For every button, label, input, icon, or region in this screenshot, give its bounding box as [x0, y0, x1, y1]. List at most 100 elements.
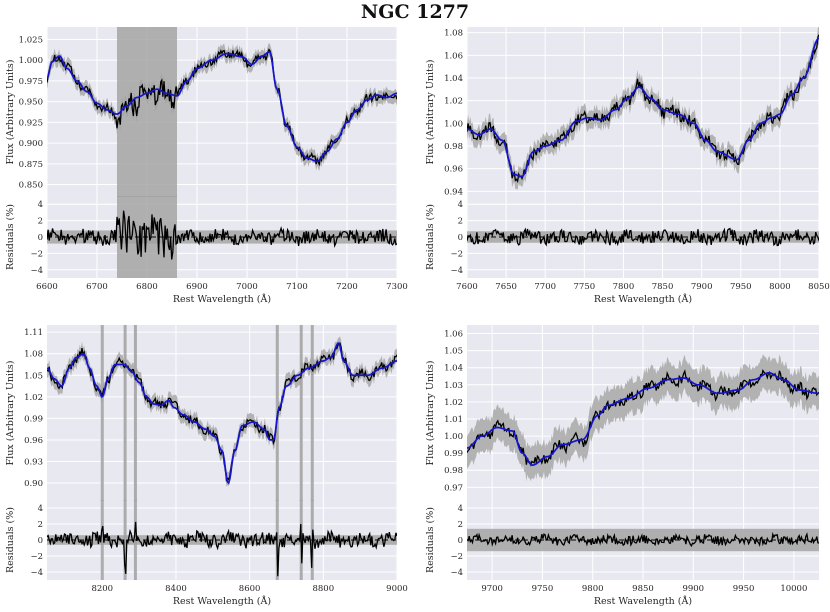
panel-p2: 7600 7650 7700 7750 7800 7850 7900 7950 8000 8050…	[425, 27, 830, 305]
residual-axis-label: Residuals (%)	[425, 507, 436, 573]
x-tick-label: 6600	[36, 282, 58, 292]
residual-tick-label: −2	[30, 249, 43, 259]
residual-tick-label: −4	[450, 568, 463, 578]
y-tick-label: 0.94	[444, 187, 463, 197]
y-tick-label: 0.925	[19, 118, 43, 128]
residual-plot	[47, 500, 397, 580]
residual-axis-label: Residuals (%)	[425, 204, 436, 270]
flux-plot	[47, 325, 397, 501]
x-tick-label: 8800	[312, 584, 334, 594]
model-series-line	[47, 50, 397, 163]
y-tick-label: 1.08	[24, 350, 43, 360]
y-tick-label: 1.06	[444, 330, 463, 340]
y-tick-label: 0.950	[19, 98, 43, 108]
x-tick-label: 7000	[236, 282, 258, 292]
x-tick-label: 9000	[386, 584, 408, 594]
x-tick-label: 7700	[534, 282, 556, 292]
y-tick-label: 1.00	[444, 119, 463, 129]
y-tick-label: 0.96	[24, 436, 43, 446]
residual-series-line	[467, 227, 819, 247]
y-tick-label: 0.98	[444, 466, 463, 476]
residual-tick-label: 0	[38, 233, 43, 243]
x-tick-label: 7600	[456, 282, 478, 292]
y-tick-label: 1.02	[24, 393, 43, 403]
residual-tick-label: −4	[450, 266, 463, 276]
masked-line	[123, 500, 127, 580]
y-tick-label: 0.93	[24, 457, 43, 467]
y-tick-label: 1.02	[444, 97, 463, 107]
flux-plot	[467, 27, 819, 191]
x-tick-label: 7200	[336, 282, 358, 292]
residual-tick-label: 2	[38, 520, 43, 530]
x-tick-label: 9700	[481, 584, 503, 594]
y-tick-label: 1.08	[444, 29, 463, 39]
y-tick-label: 1.02	[444, 398, 463, 408]
x-tick-label: 9750	[532, 584, 554, 594]
residual-series-line	[47, 210, 397, 260]
y-tick-label: 1.05	[444, 347, 463, 357]
masked-line	[100, 500, 104, 580]
y-tick-label: 1.025	[19, 35, 43, 45]
y-tick-label: 0.875	[19, 160, 43, 170]
x-tick-label: 7650	[495, 282, 517, 292]
flux-plot	[467, 354, 819, 482]
x-tick-label: 8000	[769, 282, 791, 292]
y-axis-label: Flux (Arbitrary Units)	[5, 60, 16, 165]
masked-line	[100, 325, 104, 501]
residual-tick-label: 4	[458, 200, 463, 210]
x-tick-label: 8600	[239, 584, 261, 594]
flux-uncertainty-band	[467, 27, 819, 191]
y-tick-label: 1.01	[444, 415, 463, 425]
residual-tick-label: 4	[38, 504, 43, 514]
residual-tick-label: 2	[38, 217, 43, 227]
y-tick-label: 1.000	[19, 56, 43, 66]
x-tick-label: 9850	[632, 584, 654, 594]
residual-axis-label: Residuals (%)	[5, 204, 16, 270]
x-axis-label: Rest Wavelength (Å)	[173, 293, 271, 305]
masked-line	[310, 325, 314, 501]
residual-tick-label: −2	[30, 552, 43, 562]
residual-series-line	[47, 521, 397, 577]
x-tick-label: 9800	[582, 584, 604, 594]
residual-tick-label: 2	[458, 217, 463, 227]
y-tick-label: 0.900	[19, 139, 43, 149]
y-tick-label: 0.850	[19, 181, 43, 191]
residual-tick-label: 4	[458, 504, 463, 514]
y-tick-label: 0.99	[444, 449, 463, 459]
residual-plot	[467, 528, 819, 552]
residual-tick-label: 0	[458, 233, 463, 243]
residual-tick-label: 0	[458, 536, 463, 546]
x-tick-label: 9900	[682, 584, 704, 594]
x-tick-label: 8200	[91, 584, 113, 594]
y-axis-label: Flux (Arbitrary Units)	[425, 60, 436, 165]
x-tick-label: 8050	[808, 282, 830, 292]
x-tick-label: 7300	[386, 282, 408, 292]
y-tick-label: 0.96	[444, 165, 463, 175]
residual-series-line	[467, 531, 819, 548]
panel-p1: 6600 6700 6800 6900 7000 7100 7200 7300 0.850 0.8…	[5, 27, 408, 305]
x-axis-label: Rest Wavelength (Å)	[173, 595, 271, 607]
x-axis-label: Rest Wavelength (Å)	[594, 293, 692, 305]
panel-p3: 8200 8400 8600 8800 9000 0.90 0.93 0.96 0.99 1.02…	[5, 325, 408, 607]
x-tick-label: 6700	[86, 282, 108, 292]
x-tick-label: 7800	[613, 282, 635, 292]
residual-plot	[47, 196, 397, 278]
y-tick-label: 1.04	[444, 74, 463, 84]
model-series-line	[467, 37, 819, 178]
y-tick-label: 1.03	[444, 381, 463, 391]
x-tick-label: 7850	[652, 282, 674, 292]
masked-region	[117, 27, 177, 197]
residual-tick-label: −4	[30, 266, 43, 276]
y-tick-label: 0.975	[19, 77, 43, 87]
masked-line	[133, 325, 137, 501]
x-axis-label: Rest Wavelength (Å)	[594, 595, 692, 607]
residual-tick-label: 4	[38, 200, 43, 210]
y-tick-label: 0.90	[24, 479, 43, 489]
residual-tick-label: −2	[450, 552, 463, 562]
y-tick-label: 1.11	[24, 328, 43, 338]
figure-title: NGC 1277	[361, 1, 469, 23]
residual-tick-label: −2	[450, 249, 463, 259]
model-series-line	[467, 372, 819, 466]
masked-line	[299, 325, 303, 501]
